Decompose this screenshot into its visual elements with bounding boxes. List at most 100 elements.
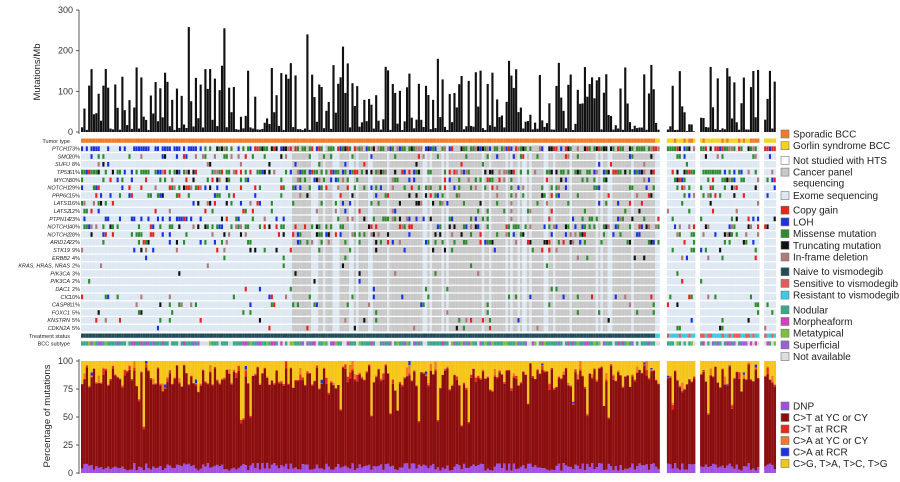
oncoprint-cell — [472, 223, 475, 230]
oncoprint-cell — [197, 161, 200, 168]
oncoprint-cell — [453, 153, 456, 160]
annotation-cell — [187, 138, 191, 143]
alteration-mark — [289, 169, 292, 175]
alteration-mark — [375, 224, 378, 229]
oncoprint-cell — [484, 215, 487, 223]
annotation-cell — [598, 138, 601, 143]
oncoprint-cell — [277, 207, 281, 215]
oncoprint-cell — [640, 192, 644, 199]
alteration-mark — [545, 177, 549, 183]
oncoprint-cell — [538, 215, 542, 223]
oncoprint-cell — [375, 161, 378, 168]
oncoprint-cell — [325, 153, 328, 160]
oncoprint-cell — [531, 153, 535, 160]
oncoprint-cell — [81, 215, 84, 223]
oncoprint-cell — [187, 153, 191, 160]
oncoprint-cell — [702, 161, 705, 168]
annotation-cell — [465, 138, 468, 143]
oncoprint-cell — [515, 207, 518, 215]
oncoprint-cell — [386, 176, 390, 184]
alteration-mark — [201, 154, 205, 159]
annotation-cell — [576, 138, 580, 143]
oncoprint-cell — [420, 168, 423, 176]
alteration-mark — [228, 177, 231, 183]
oncoprint-cell — [413, 207, 416, 215]
oncoprint-cell — [726, 168, 729, 176]
oncoprint-cell — [173, 200, 176, 207]
oncoprint-cell — [709, 207, 713, 215]
oncoprint-cell — [700, 223, 703, 230]
oncoprint-cell — [415, 153, 418, 160]
oncoprint-cell — [292, 168, 295, 176]
oncoprint-cell — [507, 161, 511, 168]
oncoprint-cell — [308, 192, 312, 199]
oncoprint-cell — [263, 200, 267, 207]
alteration-mark — [408, 169, 411, 175]
alteration-mark — [175, 146, 179, 151]
oncoprint-cell — [187, 215, 191, 223]
oncoprint-cell — [358, 168, 361, 176]
alteration-mark — [417, 154, 420, 159]
oncoprint-cell — [628, 176, 632, 184]
annotation-strip — [81, 138, 777, 143]
burden-bar — [614, 125, 617, 132]
burden-bar — [543, 126, 546, 132]
oncoprint-cell — [247, 200, 250, 207]
oncoprint-cell — [500, 207, 504, 215]
annotation-cell — [287, 138, 290, 143]
alteration-mark — [709, 201, 712, 206]
oncoprint-cell — [199, 200, 203, 207]
oncoprint-cell — [133, 176, 136, 184]
oncoprint-cell — [595, 200, 599, 207]
alteration-mark — [90, 208, 93, 214]
burden-bar — [311, 74, 314, 132]
oncoprint-cell — [576, 161, 580, 168]
oncoprint-cell — [436, 200, 440, 207]
oncoprint-cell — [377, 207, 380, 215]
alteration-mark — [320, 185, 323, 190]
oncoprint-cell — [325, 176, 328, 184]
annotation-cell — [446, 138, 449, 143]
oncoprint-cell — [647, 153, 651, 160]
oncoprint-cell — [647, 207, 651, 215]
oncoprint-cell — [95, 161, 98, 168]
oncoprint-cell — [270, 231, 274, 238]
annotation-cell — [593, 138, 596, 143]
oncoprint-cell — [161, 176, 165, 184]
oncoprint-cell — [666, 215, 670, 223]
oncoprint-cell — [507, 192, 511, 199]
alteration-mark — [211, 232, 214, 237]
burden-bar — [363, 99, 366, 132]
oncoprint-cell — [268, 207, 271, 215]
alteration-mark — [164, 154, 167, 159]
oncoprint-cell — [605, 153, 608, 160]
alteration-mark — [486, 154, 489, 159]
alteration-mark — [308, 169, 311, 175]
oncoprint-cell — [607, 161, 611, 168]
oncoprint-cell — [612, 192, 615, 199]
annotation-cell — [700, 138, 703, 143]
oncoprint-cell — [605, 184, 608, 191]
oncoprint-cell — [470, 200, 473, 207]
oncoprint-cell — [306, 153, 309, 160]
alteration-mark — [605, 146, 608, 151]
oncoprint-cell — [749, 161, 753, 168]
oncoprint-cell — [543, 168, 546, 176]
alteration-mark — [688, 185, 691, 190]
alteration-mark — [704, 146, 707, 151]
oncoprint-cell — [137, 184, 141, 191]
oncoprint-cell — [142, 207, 146, 215]
alteration-mark — [429, 185, 432, 190]
oncoprint-cell — [197, 145, 200, 152]
burden-bar — [130, 128, 133, 132]
oncoprint-cell — [669, 200, 672, 207]
oncoprint-cell — [190, 161, 193, 168]
oncoprint-cell — [123, 184, 127, 191]
oncoprint-cell — [507, 184, 511, 191]
oncoprint-cell — [194, 207, 198, 215]
oncoprint-cell — [730, 192, 734, 199]
oncoprint-cell — [102, 145, 105, 152]
oncoprint-row — [81, 153, 777, 160]
oncoprint-cell — [171, 161, 174, 168]
oncoprint-cell — [403, 176, 407, 184]
